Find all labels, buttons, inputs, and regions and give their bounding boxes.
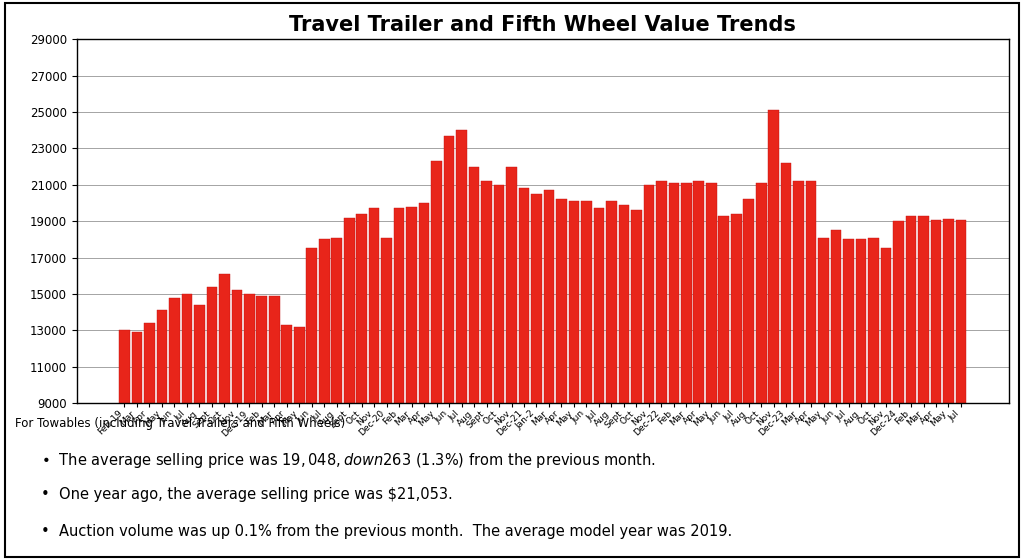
Bar xyxy=(594,208,604,560)
Bar xyxy=(181,294,193,560)
Bar xyxy=(207,287,217,560)
Bar xyxy=(119,330,130,560)
Bar xyxy=(818,237,829,560)
Bar xyxy=(844,240,854,560)
Bar xyxy=(756,183,767,560)
Bar xyxy=(768,110,779,560)
Bar xyxy=(169,298,179,560)
Bar xyxy=(656,181,667,560)
Bar xyxy=(931,220,941,560)
Bar xyxy=(506,166,517,560)
Bar xyxy=(955,220,967,560)
Bar xyxy=(306,249,317,560)
Bar xyxy=(906,216,916,560)
Bar xyxy=(356,214,367,560)
Bar xyxy=(643,185,654,560)
Bar xyxy=(719,216,729,560)
Bar xyxy=(781,163,792,560)
Bar xyxy=(457,130,467,560)
Bar xyxy=(693,181,705,560)
Bar xyxy=(269,296,280,560)
Bar xyxy=(431,161,442,560)
Bar xyxy=(256,296,267,560)
Bar xyxy=(132,332,142,560)
Bar xyxy=(706,183,717,560)
Bar xyxy=(381,237,392,560)
Text: •  The average selling price was $19,048, down $263 (1.3%) from the previous mon: • The average selling price was $19,048,… xyxy=(41,451,656,470)
Bar xyxy=(443,136,455,560)
Bar xyxy=(294,326,304,560)
Bar xyxy=(244,294,255,560)
Bar xyxy=(219,274,229,560)
Bar xyxy=(631,210,642,560)
Bar xyxy=(893,221,904,560)
Bar xyxy=(332,237,342,560)
Bar xyxy=(144,323,155,560)
Bar xyxy=(606,201,616,560)
Bar xyxy=(394,208,404,560)
Bar xyxy=(568,201,580,560)
Bar xyxy=(830,230,842,560)
Bar xyxy=(531,194,542,560)
Bar xyxy=(369,208,380,560)
Bar xyxy=(618,205,629,560)
Bar xyxy=(794,181,804,560)
Text: For Towables (including Travel Trailers and Fifth Wheels): For Towables (including Travel Trailers … xyxy=(15,417,346,430)
Bar xyxy=(669,183,679,560)
Text: •  One year ago, the average selling price was $21,053.: • One year ago, the average selling pric… xyxy=(41,487,453,502)
Bar xyxy=(806,181,816,560)
Bar xyxy=(519,188,529,560)
Text: •  Auction volume was up 0.1% from the previous month.  The average model year w: • Auction volume was up 0.1% from the pr… xyxy=(41,524,732,539)
Bar xyxy=(881,249,891,560)
Bar xyxy=(731,214,741,560)
Bar xyxy=(681,183,691,560)
Bar xyxy=(195,305,205,560)
Bar xyxy=(943,220,953,560)
Bar xyxy=(318,240,330,560)
Title: Travel Trailer and Fifth Wheel Value Trends: Travel Trailer and Fifth Wheel Value Tre… xyxy=(290,15,796,35)
Bar xyxy=(494,185,505,560)
Bar xyxy=(544,190,554,560)
Bar xyxy=(556,199,566,560)
Bar xyxy=(282,325,292,560)
Bar xyxy=(231,290,242,560)
Bar xyxy=(481,181,492,560)
Bar xyxy=(469,166,479,560)
Bar xyxy=(344,217,354,560)
Bar xyxy=(407,207,417,560)
Bar xyxy=(157,310,167,560)
Bar xyxy=(581,201,592,560)
Bar xyxy=(856,240,866,560)
Bar xyxy=(868,237,879,560)
Bar xyxy=(743,199,754,560)
Bar xyxy=(919,216,929,560)
Bar xyxy=(419,203,429,560)
